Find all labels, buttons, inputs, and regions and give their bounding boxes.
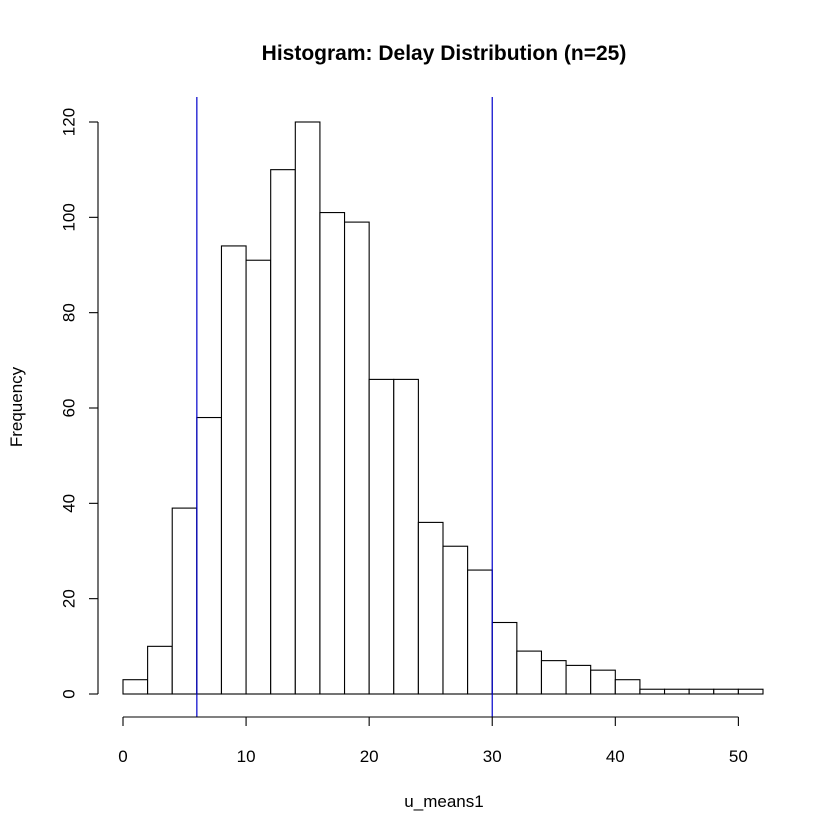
- histogram-bar: [540, 660, 567, 695]
- x-tick-label: 20: [360, 747, 379, 766]
- histogram-bar: [442, 545, 469, 695]
- histogram-bar: [368, 378, 395, 695]
- histogram-bar: [688, 688, 715, 695]
- histogram-bar: [491, 621, 518, 695]
- histogram-bar: [343, 221, 370, 695]
- x-tick-label: 40: [606, 747, 625, 766]
- histogram-bar: [467, 569, 493, 695]
- x-tick-label: 50: [729, 747, 748, 766]
- histogram-bar: [417, 521, 444, 695]
- histogram-bar: [220, 245, 247, 695]
- histogram-bar: [393, 378, 419, 695]
- histogram-bar: [196, 416, 223, 695]
- histogram-bar: [639, 688, 666, 695]
- y-tick-label: 40: [59, 494, 78, 513]
- chart-title: Histogram: Delay Distribution (n=25): [262, 42, 627, 65]
- histogram-bar: [294, 121, 321, 695]
- histogram-bar: [245, 259, 272, 695]
- histogram-bar: [122, 679, 149, 695]
- histogram-bar: [590, 669, 616, 695]
- histogram-bar: [565, 664, 592, 695]
- x-axis-label: u_means1: [404, 792, 483, 811]
- y-tick-label: 60: [59, 399, 78, 418]
- x-tick-label: 0: [118, 747, 127, 766]
- histogram-bar: [147, 645, 173, 695]
- y-tick-label: 0: [59, 689, 78, 698]
- histogram-bar: [171, 507, 198, 695]
- histogram-bar: [270, 169, 296, 695]
- bars-group: [122, 121, 764, 695]
- histogram-bar: [319, 212, 346, 695]
- reference-lines-group: [196, 97, 493, 717]
- y-tick-label: 20: [59, 589, 78, 608]
- x-axis: 0 10 20 30 40 50: [118, 716, 748, 766]
- y-tick-label: 100: [59, 203, 78, 231]
- y-axis-label: Frequency: [7, 366, 26, 447]
- y-tick-label: 80: [59, 303, 78, 322]
- histogram-bar: [713, 688, 739, 695]
- y-axis: 0 20 40 60 80 100 120: [59, 108, 99, 699]
- y-tick-label: 120: [59, 108, 78, 136]
- histogram-bar: [737, 688, 764, 695]
- histogram-bar: [663, 688, 690, 695]
- x-tick-label: 30: [483, 747, 502, 766]
- histogram-bar: [516, 650, 543, 695]
- histogram-bar: [614, 679, 641, 695]
- x-tick-label: 10: [237, 747, 256, 766]
